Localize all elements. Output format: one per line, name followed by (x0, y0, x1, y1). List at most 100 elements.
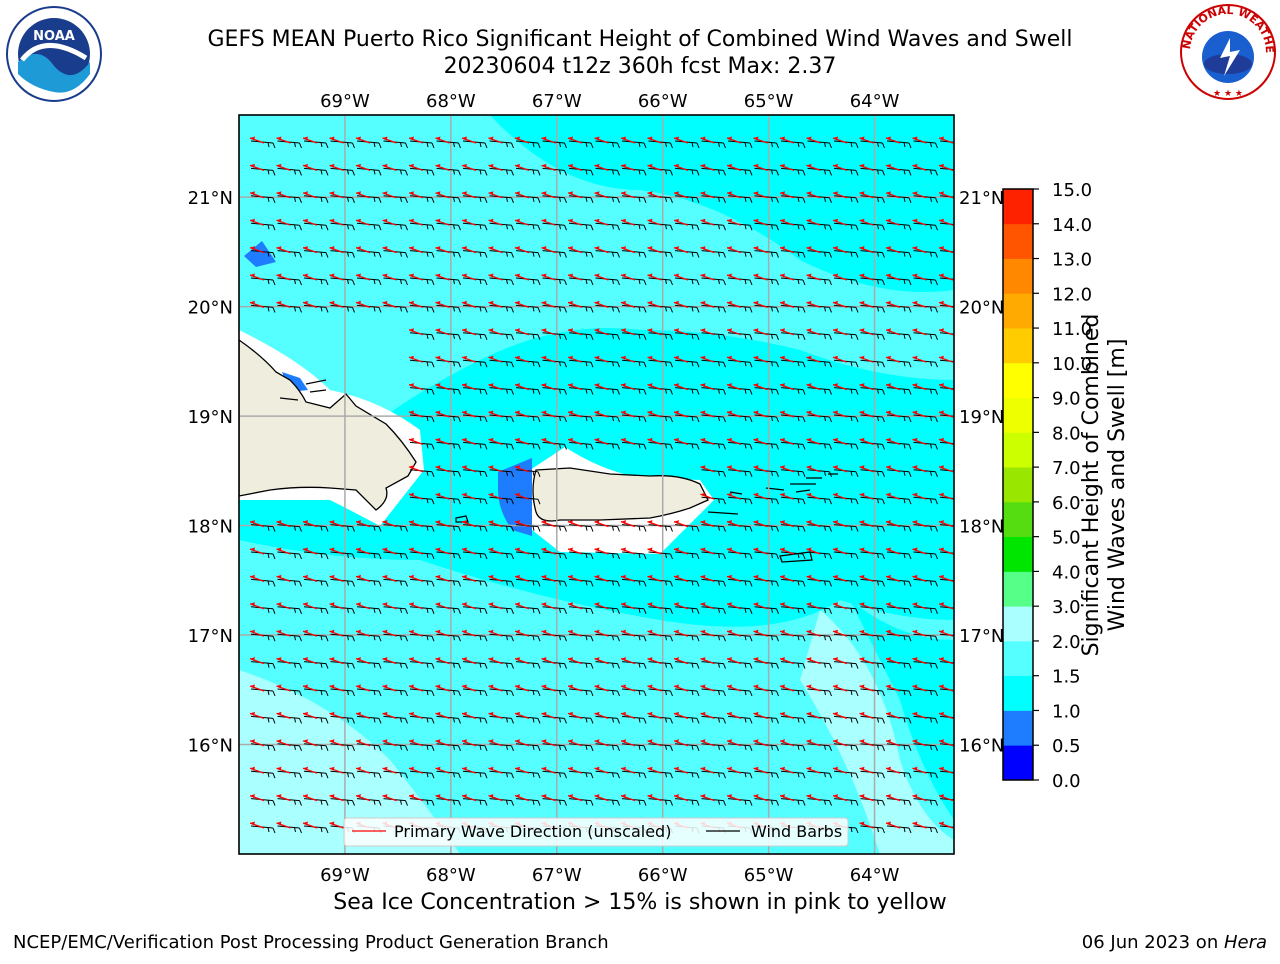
wind-barb (726, 273, 753, 286)
wind-barb (726, 355, 753, 368)
wind-barb (541, 739, 567, 751)
wind-barb (488, 629, 514, 642)
colorbar-segment (1003, 745, 1033, 781)
wind-barb (594, 602, 620, 614)
wind-barb (382, 739, 408, 751)
wind-barb (461, 465, 488, 477)
wind-barb (700, 191, 726, 203)
wind-barb (620, 520, 647, 532)
wind-barb (753, 547, 779, 560)
lat-label-left: 20°N (188, 298, 233, 319)
wind-barb (461, 437, 488, 450)
map-area (239, 115, 954, 854)
wind-barb (726, 136, 753, 149)
wind-barb (435, 465, 461, 477)
wind-barb (859, 547, 885, 560)
wind-barb (832, 437, 859, 450)
noaa-logo: NOAA (4, 4, 104, 108)
wind-barb (859, 739, 885, 751)
wind-barb (567, 383, 594, 395)
wind-barb (647, 437, 673, 450)
wind-barb (938, 437, 954, 446)
axis-labels: 69°W 69°W 68°W 68°W 67°W 67°W 66°W 66°W 65°W 65°W… (188, 91, 1005, 886)
wind-barb (753, 520, 779, 532)
lat-label-right: 16°N (959, 736, 1004, 757)
wind-barb (806, 602, 832, 614)
legend-barbs: Wind Barbs (751, 822, 842, 841)
wind-barb (461, 328, 488, 340)
colorbar-tick-label: 7.0 (1052, 458, 1081, 479)
wind-barb (594, 328, 620, 340)
lon-label-bottom: 69°W (320, 865, 370, 886)
wind-barb (806, 437, 832, 450)
wind-barb (779, 657, 806, 669)
wind-barb (594, 136, 620, 149)
wind-barb (382, 191, 408, 203)
colorbar-tick-label: 1.0 (1052, 701, 1081, 722)
wind-barb (832, 520, 859, 532)
wind-barb (514, 328, 541, 340)
wind-barb (938, 821, 954, 829)
wind-barb (329, 766, 355, 779)
pale-wave-band (239, 670, 460, 854)
colorbar-segment (1003, 189, 1033, 225)
wind-barb (832, 574, 859, 587)
wind-barb (620, 437, 647, 450)
wind-barb (514, 136, 541, 149)
wind-barb (567, 218, 594, 231)
wind-barb (859, 218, 885, 231)
colorbar-tick-label: 2.0 (1052, 632, 1081, 653)
wind-barb (514, 218, 541, 231)
wind-barb (435, 328, 461, 340)
wind-barb (753, 191, 779, 203)
wind-barb (832, 711, 859, 724)
wind-barb (567, 711, 594, 724)
wind-barb (435, 602, 461, 614)
wind-barb (249, 684, 276, 697)
wind-barb (647, 273, 673, 286)
wind-barb (647, 602, 673, 614)
wind-barb (302, 246, 329, 258)
wind-barb (594, 520, 620, 532)
wind-barb (859, 163, 885, 176)
wind-barb (541, 191, 567, 203)
wind-barb (276, 218, 302, 231)
wind-barb (753, 410, 779, 423)
wind-barb (488, 163, 514, 176)
wind-barb (806, 218, 832, 231)
wind-barb (700, 739, 726, 751)
wind-barb (302, 300, 329, 313)
colorbar-tick-label: 12.0 (1052, 284, 1092, 305)
wind-barb (832, 766, 859, 779)
wind-barb (461, 355, 488, 368)
wind-barb (938, 383, 954, 391)
wind-barb (885, 300, 912, 313)
wind-barb (249, 547, 276, 560)
wind-barb (859, 657, 885, 669)
wind-barb (541, 136, 567, 149)
wind-barb (832, 191, 859, 203)
wind-barb (673, 520, 700, 532)
wind-barb (806, 629, 832, 642)
wind-barb (912, 629, 938, 642)
wind-barb (594, 191, 620, 203)
sea-main-east (850, 600, 954, 820)
wind-barb (408, 328, 435, 340)
wind-barb (885, 163, 912, 176)
pale-wave-band-east (800, 610, 954, 854)
wind-barb (408, 520, 435, 532)
wind-barb (435, 711, 461, 724)
wind-barb (779, 465, 806, 477)
wind-barb (673, 191, 700, 203)
wind-barb (329, 520, 355, 532)
wind-barb (594, 739, 620, 751)
wind-barb (382, 163, 408, 176)
wind-barb (700, 766, 726, 779)
wind-barb (938, 684, 954, 692)
wind-barb (753, 355, 779, 368)
wind-barb (700, 163, 726, 176)
wind-barb (806, 273, 832, 286)
wind-barb (567, 766, 594, 779)
wind-barb (382, 794, 408, 806)
lon-label-top: 69°W (320, 91, 370, 112)
